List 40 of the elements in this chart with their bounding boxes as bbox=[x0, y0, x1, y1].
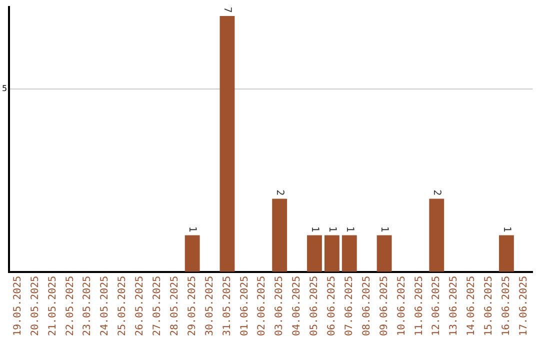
x-tick-label: 31.05.2025 bbox=[222, 276, 233, 336]
x-tick-label: 15.06.2025 bbox=[484, 276, 495, 336]
x-tick-label: 09.06.2025 bbox=[378, 276, 390, 336]
x-tick-label: 05.06.2025 bbox=[309, 276, 320, 336]
x-tick-label: 06.06.2025 bbox=[326, 276, 338, 336]
x-tick-label: 12.06.2025 bbox=[431, 276, 442, 336]
data-label: 1 bbox=[344, 226, 355, 232]
x-tick-label: 13.06.2025 bbox=[448, 276, 460, 336]
x-tick-label: 21.05.2025 bbox=[47, 276, 58, 336]
x-tick-label: 25.05.2025 bbox=[117, 276, 128, 336]
x-tick-label: 16.06.2025 bbox=[501, 276, 512, 336]
data-label: 1 bbox=[186, 226, 198, 232]
x-tick-label: 11.06.2025 bbox=[414, 276, 425, 336]
x-tick-label: 07.06.2025 bbox=[344, 276, 355, 336]
x-tick-label: 14.06.2025 bbox=[466, 276, 478, 336]
x-tick-label: 03.06.2025 bbox=[274, 276, 286, 336]
x-tick-label: 24.05.2025 bbox=[100, 276, 111, 336]
x-tick-label: 28.05.2025 bbox=[169, 276, 180, 336]
y-tick-label: 5 bbox=[2, 84, 8, 94]
data-label: 1 bbox=[500, 226, 512, 232]
data-label: 2 bbox=[274, 190, 285, 196]
x-tick-label: 02.06.2025 bbox=[256, 276, 268, 336]
x-tick-label: 29.05.2025 bbox=[186, 276, 198, 336]
x-tick-label: 17.06.2025 bbox=[518, 276, 530, 336]
data-label: 2 bbox=[431, 190, 442, 196]
data-label: 1 bbox=[326, 226, 338, 232]
x-tick-label: 19.05.2025 bbox=[12, 276, 24, 336]
x-tick-label: 20.05.2025 bbox=[30, 276, 41, 336]
x-tick-label: 27.05.2025 bbox=[152, 276, 164, 336]
data-label: 1 bbox=[378, 226, 390, 232]
data-label: 1 bbox=[308, 226, 320, 232]
x-tick-label: 04.06.2025 bbox=[292, 276, 303, 336]
x-tick-label: 22.05.2025 bbox=[64, 276, 76, 336]
x-tick-label: 01.06.2025 bbox=[239, 276, 250, 336]
x-tick-label: 08.06.2025 bbox=[361, 276, 372, 336]
x-tick-label: 23.05.2025 bbox=[82, 276, 94, 336]
x-tick-label: 30.05.2025 bbox=[204, 276, 216, 336]
data-label: 7 bbox=[222, 6, 233, 13]
x-tick-label: 26.05.2025 bbox=[134, 276, 146, 336]
x-tick-label: 10.06.2025 bbox=[396, 276, 408, 336]
